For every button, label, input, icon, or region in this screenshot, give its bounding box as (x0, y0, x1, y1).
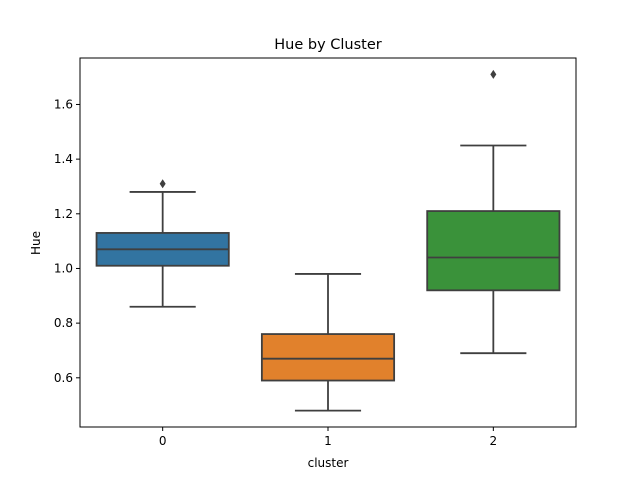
y-tick-label: 1.0 (54, 261, 73, 275)
outlier-point (159, 179, 166, 189)
iqr-box (426, 210, 561, 292)
y-tick-label: 1.4 (54, 152, 73, 166)
x-tick-label: 0 (159, 434, 167, 448)
box-cluster-2 (426, 69, 561, 355)
y-tick-label: 1.6 (54, 97, 73, 111)
x-tick-label: 2 (490, 434, 498, 448)
outlier-point (490, 69, 497, 79)
boxes-group (95, 69, 561, 412)
y-tick-label: 0.6 (54, 371, 73, 385)
iqr-box (260, 333, 396, 382)
chart-title: Hue by Cluster (274, 37, 382, 53)
box-cluster-1 (260, 273, 396, 412)
box-cluster-0 (95, 179, 230, 308)
y-tick-label: 0.8 (54, 316, 73, 330)
x-axis-label: cluster (308, 456, 349, 470)
y-axis: 0.6 0.8 1.0 1.2 1.4 1.6 (54, 97, 80, 385)
y-axis-label: Hue (29, 231, 43, 255)
x-axis: 0 1 2 (159, 427, 497, 448)
y-tick-label: 1.2 (54, 207, 73, 221)
x-tick-label: 1 (324, 434, 332, 448)
